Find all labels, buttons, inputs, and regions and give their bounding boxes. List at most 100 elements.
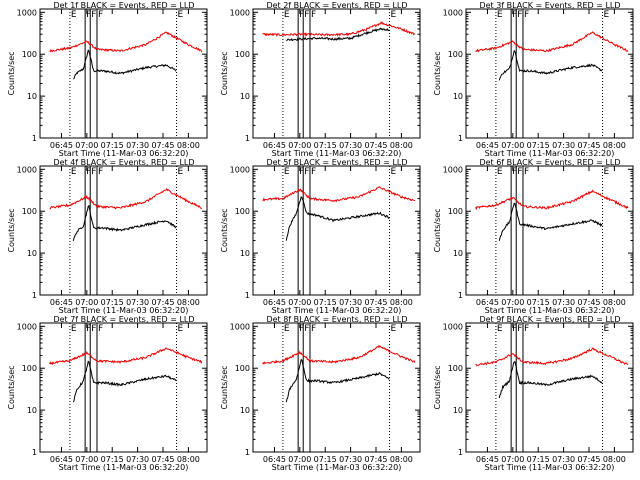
x-tick-label: 07:30 (552, 141, 575, 150)
marker-label: E (178, 10, 184, 20)
marker-label: E (71, 167, 77, 177)
y-tick-label: 10 (240, 249, 250, 258)
x-tick-label: 07:45 (364, 141, 387, 150)
marker-label: E (497, 10, 503, 20)
panel-6: Det 6f BLACK = Events, RED = LLD 1 10 100 10… (433, 158, 634, 315)
y-tick-label: 100 (22, 364, 37, 373)
events-series-line (498, 202, 603, 242)
marker-label: F (299, 324, 304, 334)
x-axis-label: Start Time (11-Mar-03 06:32:20) (272, 306, 402, 315)
marker-label: F (86, 10, 91, 20)
x-tick-label: 07:15 (527, 298, 550, 307)
x-tick-label: 08:00 (177, 141, 200, 150)
y-tick-label: 100 (448, 50, 463, 59)
marker-label: F (304, 10, 309, 20)
marker-label: F (98, 10, 103, 20)
lld-series-line (262, 344, 416, 365)
plot-frame (252, 322, 421, 453)
x-tick-label: 07:45 (151, 455, 174, 464)
x-tick-label: 07:30 (552, 455, 575, 464)
x-tick-label: 06:45 (476, 141, 499, 150)
x-axis-label: Start Time (11-Mar-03 06:32:20) (485, 149, 615, 158)
x-tick-label: 07:45 (577, 141, 600, 150)
y-tick-label: 100 (235, 50, 250, 59)
x-tick-label: 06:45 (476, 455, 499, 464)
x-tick-label: 07:30 (126, 455, 149, 464)
y-tick-label: 1000 (17, 322, 37, 331)
y-tick-label: 1 (458, 448, 463, 457)
marker-label: E (71, 10, 77, 20)
x-tick-label: 08:00 (177, 455, 200, 464)
lld-series-line (49, 347, 203, 366)
events-series-line (498, 360, 603, 399)
y-axis-label: Counts/sec (7, 208, 16, 252)
x-tick-label: 07:30 (126, 298, 149, 307)
x-tick-label: 08:00 (390, 298, 413, 307)
marker-label: E (391, 10, 397, 20)
x-tick-label: 07:00 (501, 298, 524, 307)
panel-4: Det 4f BLACK = Events, RED = LLD 1 10 100 10… (7, 158, 208, 315)
x-tick-label: 07:15 (314, 141, 337, 150)
events-series-line (72, 204, 177, 242)
panel-3: Det 3f BLACK = Events, RED = LLD 1 10 100 10… (433, 1, 634, 158)
y-tick-label: 1 (245, 291, 250, 300)
plot-frame (39, 8, 208, 139)
x-tick-label: 07:45 (577, 455, 600, 464)
x-tick-label: 07:00 (75, 141, 98, 150)
x-tick-label: 08:00 (603, 298, 626, 307)
y-tick-label: 100 (448, 207, 463, 216)
marker-label: E (497, 324, 503, 334)
y-tick-label: 1 (458, 134, 463, 143)
y-tick-label: 1000 (443, 165, 463, 174)
x-tick-label: 07:45 (577, 298, 600, 307)
x-axis-label: Start Time (11-Mar-03 06:32:20) (59, 306, 189, 315)
lld-series-line (475, 31, 629, 53)
x-tick-label: 07:00 (75, 298, 98, 307)
marker-label: F (524, 167, 529, 177)
plot-frame (465, 322, 634, 453)
x-tick-label: 07:45 (151, 141, 174, 150)
y-tick-label: 10 (453, 92, 463, 101)
plot-frame (252, 8, 421, 139)
x-tick-label: 07:15 (527, 455, 550, 464)
x-axis-label: Start Time (11-Mar-03 06:32:20) (59, 149, 189, 158)
x-tick-label: 07:00 (501, 141, 524, 150)
y-axis-label: Counts/sec (220, 365, 229, 409)
y-axis-label: Counts/sec (7, 365, 16, 409)
x-tick-label: 07:45 (364, 455, 387, 464)
y-tick-label: 1 (32, 134, 37, 143)
lld-series-line (49, 31, 203, 53)
y-tick-label: 1000 (443, 322, 463, 331)
y-tick-label: 100 (448, 364, 463, 373)
x-tick-label: 07:00 (288, 141, 311, 150)
lld-series-line (475, 189, 629, 211)
y-tick-label: 10 (27, 406, 37, 415)
plot-frame (465, 8, 634, 139)
y-tick-label: 1 (245, 448, 250, 457)
x-tick-label: 07:00 (75, 455, 98, 464)
marker-label: F (91, 324, 96, 334)
x-axis-label: Start Time (11-Mar-03 06:32:20) (272, 149, 402, 158)
x-tick-label: 06:45 (263, 298, 286, 307)
lld-series-line (475, 347, 629, 367)
x-tick-label: 08:00 (603, 141, 626, 150)
marker-label: F (91, 10, 96, 20)
panel-title: Det 9f BLACK = Events, RED = LLD (479, 315, 620, 324)
x-tick-label: 08:00 (390, 141, 413, 150)
marker-label: E (71, 324, 77, 334)
x-tick-label: 07:15 (101, 298, 124, 307)
panel-5: Det 5f BLACK = Events, RED = LLD 1 10 100 10… (220, 158, 421, 315)
y-tick-label: 1000 (17, 8, 37, 17)
marker-label: F (311, 10, 316, 20)
marker-label: F (299, 167, 304, 177)
y-tick-label: 1 (458, 291, 463, 300)
marker-label: F (512, 324, 517, 334)
y-tick-label: 10 (240, 92, 250, 101)
x-tick-label: 07:15 (101, 141, 124, 150)
marker-label: F (86, 167, 91, 177)
y-tick-label: 10 (453, 249, 463, 258)
y-tick-label: 10 (27, 249, 37, 258)
marker-label: F (524, 324, 529, 334)
x-axis-label: Start Time (11-Mar-03 06:32:20) (272, 463, 402, 472)
y-tick-label: 1 (32, 291, 37, 300)
